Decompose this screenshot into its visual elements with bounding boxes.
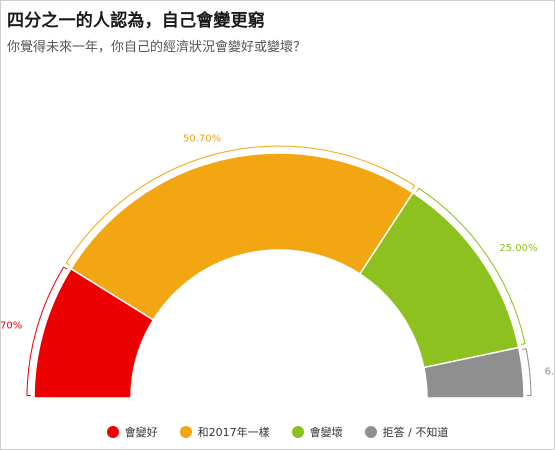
slice-no-answer[interactable] bbox=[422, 346, 525, 399]
label-leader bbox=[522, 348, 532, 397]
legend-label: 會變好 bbox=[124, 426, 158, 439]
legend-item-no-answer[interactable]: 拒答 / 不知道 bbox=[364, 424, 449, 440]
data-label: 17.70% bbox=[0, 321, 22, 332]
legend-item-same[interactable]: 和2017年一樣 bbox=[179, 424, 270, 440]
legend-swatch bbox=[291, 426, 304, 438]
legend-item-better[interactable]: 會變好 bbox=[106, 424, 158, 440]
legend-label: 拒答 / 不知道 bbox=[382, 426, 449, 439]
legend-swatch bbox=[106, 426, 119, 438]
chart-title: 四分之一的人認為，自己會變更窮 bbox=[7, 11, 265, 31]
data-label: 25.00% bbox=[499, 243, 537, 254]
label-leader bbox=[65, 145, 416, 266]
legend-label: 和2017年一樣 bbox=[197, 426, 270, 439]
label-leader bbox=[26, 266, 68, 397]
legend-item-worse[interactable]: 會變壞 bbox=[291, 424, 343, 440]
data-label: 50.70% bbox=[183, 133, 221, 144]
chart-legend: 會變好 和2017年一樣 會變壞 拒答 / 不知道 bbox=[0, 424, 555, 440]
slice-same[interactable] bbox=[69, 152, 414, 321]
semi-donut-chart: 17.70% 50.70% 25.00% 6.60% bbox=[0, 133, 555, 399]
data-label: 6.60% bbox=[545, 366, 555, 377]
legend-label: 會變壞 bbox=[309, 426, 343, 439]
chart-subtitle: 你覺得未來一年，你自己的經濟狀況會變好或變壞？ bbox=[7, 40, 307, 55]
legend-swatch bbox=[179, 426, 192, 438]
legend-swatch bbox=[364, 426, 377, 438]
label-leader bbox=[416, 187, 526, 346]
